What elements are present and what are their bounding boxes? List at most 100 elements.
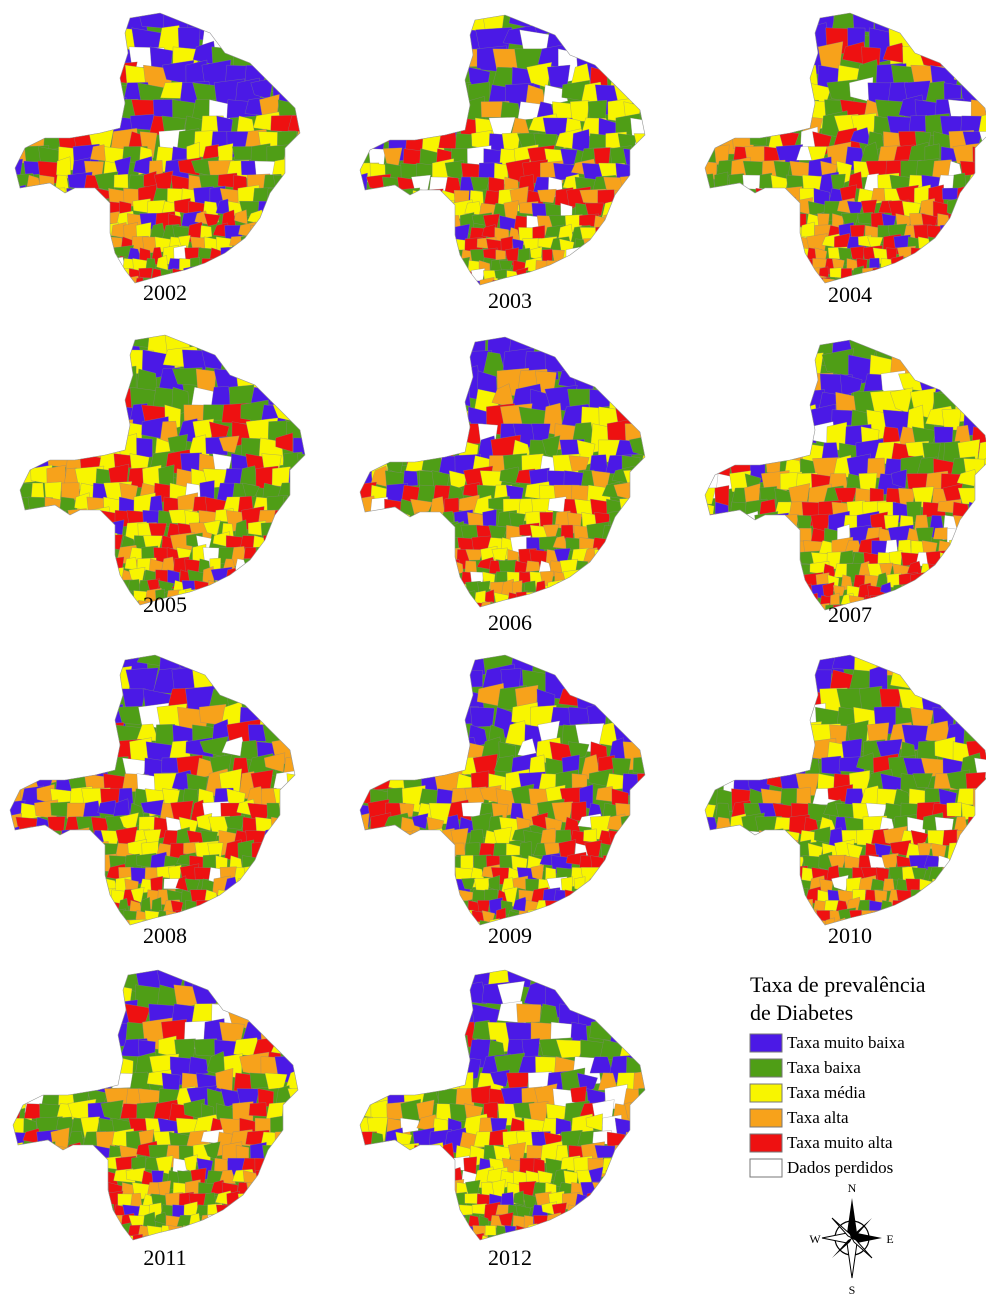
region <box>923 248 935 259</box>
region <box>196 1235 213 1246</box>
region <box>979 288 986 305</box>
region <box>599 557 613 571</box>
region <box>391 100 410 130</box>
region <box>4 979 31 1018</box>
region <box>575 1243 591 1257</box>
region <box>808 593 818 604</box>
region <box>595 927 612 939</box>
region <box>721 278 733 290</box>
region <box>779 582 789 596</box>
region <box>764 595 776 610</box>
region <box>308 384 332 418</box>
region <box>793 918 805 932</box>
region <box>223 598 236 616</box>
region <box>225 815 245 829</box>
compass-label: W <box>809 1232 821 1246</box>
region <box>964 374 984 398</box>
region <box>61 900 72 914</box>
region <box>365 602 376 618</box>
region <box>297 588 312 604</box>
region <box>227 268 242 281</box>
region <box>60 580 73 599</box>
region <box>602 1214 618 1233</box>
year-label: 2007 <box>828 602 872 627</box>
region <box>67 1022 94 1045</box>
region <box>286 600 300 611</box>
region <box>766 646 796 674</box>
region <box>632 212 651 233</box>
region <box>938 286 952 300</box>
region <box>971 268 986 281</box>
region <box>710 615 722 629</box>
region <box>537 189 556 203</box>
region <box>264 225 284 246</box>
region <box>378 1182 392 1205</box>
region <box>66 42 88 65</box>
region <box>64 1215 81 1227</box>
region <box>18 1213 35 1224</box>
region <box>33 347 67 368</box>
region <box>58 1245 71 1255</box>
region <box>741 28 763 63</box>
region <box>648 1223 662 1243</box>
region <box>700 670 730 696</box>
region <box>355 920 368 936</box>
region <box>355 985 383 1009</box>
region <box>375 707 397 737</box>
region <box>3 965 31 985</box>
region <box>714 370 745 401</box>
region <box>306 567 326 587</box>
region <box>765 585 783 597</box>
region <box>297 497 321 513</box>
region <box>746 237 762 259</box>
region <box>394 1004 418 1037</box>
region <box>801 258 814 269</box>
region <box>621 1182 639 1201</box>
region <box>57 918 71 935</box>
region <box>232 920 243 929</box>
region <box>38 909 52 927</box>
region <box>29 879 42 893</box>
region <box>970 188 986 210</box>
region <box>964 331 986 356</box>
region <box>587 248 604 268</box>
region <box>629 843 646 860</box>
region <box>271 559 288 579</box>
region <box>62 829 83 843</box>
region <box>744 650 771 676</box>
region <box>765 8 795 31</box>
region <box>949 595 966 605</box>
region <box>351 725 382 755</box>
region <box>355 47 386 78</box>
region <box>409 592 427 605</box>
region <box>636 85 657 104</box>
region <box>640 830 662 853</box>
region <box>416 920 431 938</box>
region <box>216 266 229 281</box>
region <box>587 30 607 54</box>
region <box>720 707 746 727</box>
region <box>577 1205 589 1218</box>
region <box>980 595 986 611</box>
region <box>349 384 381 408</box>
region <box>771 425 797 444</box>
region <box>761 552 775 572</box>
region <box>602 1158 622 1174</box>
region <box>139 268 153 278</box>
region <box>289 225 308 243</box>
region <box>584 928 595 941</box>
region <box>738 3 776 36</box>
region <box>414 707 440 732</box>
region <box>963 867 984 884</box>
region <box>292 171 317 198</box>
region <box>41 278 53 288</box>
region <box>245 258 260 276</box>
region <box>580 899 594 910</box>
region <box>445 1051 467 1072</box>
region <box>735 758 758 775</box>
region <box>919 650 945 683</box>
region <box>393 403 414 424</box>
region <box>68 670 90 694</box>
region <box>423 582 440 596</box>
region <box>225 930 241 946</box>
